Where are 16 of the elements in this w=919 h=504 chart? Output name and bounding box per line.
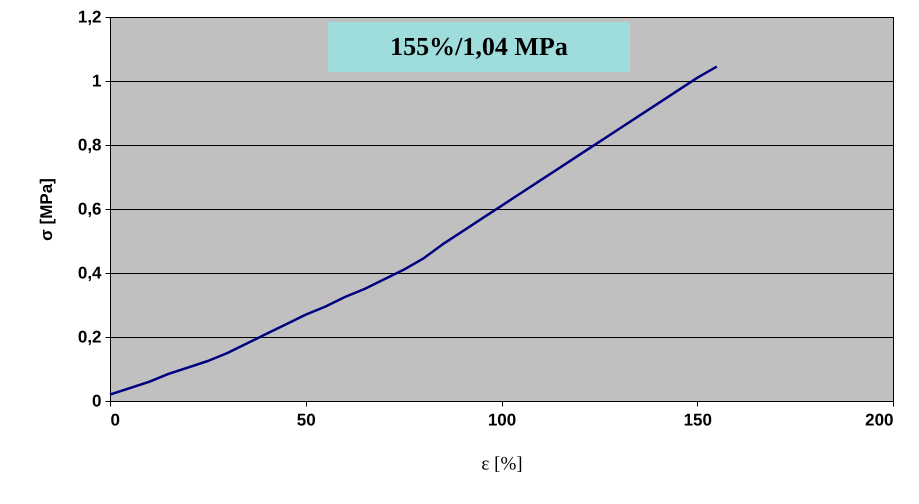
x-tick-label: 0 — [110, 410, 120, 430]
y-axis-title: σ [MPa] — [36, 178, 56, 241]
y-tick-label: 0,2 — [78, 328, 102, 346]
x-tick-label: 100 — [488, 410, 516, 430]
y-tick-label: 0 — [92, 392, 102, 410]
x-tick-label: 200 — [865, 410, 894, 430]
text-box: 155%/1,04 MPa — [328, 22, 630, 72]
x-tick-label: 50 — [296, 410, 316, 430]
line-series — [108, 65, 718, 396]
y-tick-label: 0,4 — [78, 264, 102, 282]
y-tick-label: 1 — [92, 72, 102, 90]
x-axis-title: ε [%] — [481, 454, 523, 474]
x-tick-label: 150 — [684, 410, 712, 430]
y-tick-label: 0,6 — [78, 200, 102, 218]
y-tick-label: 0,8 — [78, 136, 102, 154]
y-tick-label: 1,2 — [78, 8, 102, 26]
